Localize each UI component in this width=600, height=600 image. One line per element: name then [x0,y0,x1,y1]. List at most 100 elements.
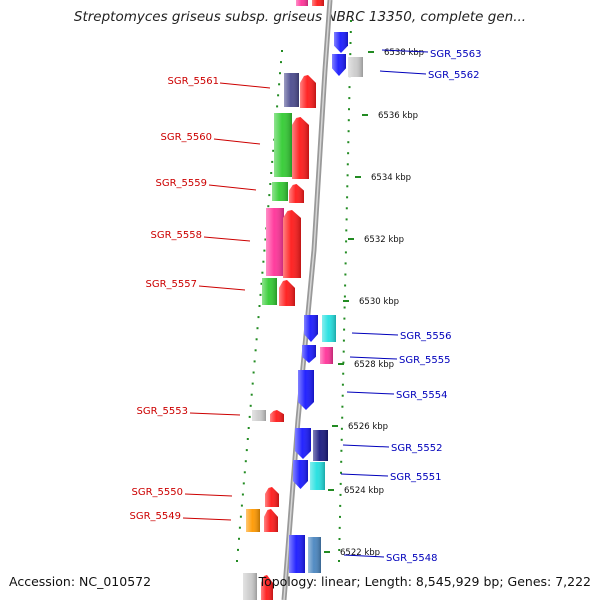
gene-label-sgr-5553[interactable]: SGR_5553 [137,406,241,417]
gene-name[interactable]: SGR_5561 [168,76,220,87]
gene-name[interactable]: SGR_5550 [132,487,184,498]
gene-box[interactable] [262,278,277,305]
gene-features[interactable] [243,0,363,600]
right-guide-dot [349,31,352,33]
gene-name[interactable]: SGR_5556 [400,331,452,342]
right-guide-dot [348,108,350,111]
gene-arrow-up[interactable] [292,117,309,179]
gene-box[interactable] [274,113,292,177]
gene-arrow-up[interactable] [289,184,304,203]
kbp-label: 6524 kbp [344,486,384,496]
gene-box[interactable] [310,462,325,490]
left-guide-dot [276,105,279,108]
gene-name[interactable]: SGR_5557 [146,279,198,290]
kbp-label: 6534 kbp [371,173,411,183]
kbp-label: 6538 kbp [384,48,424,58]
gene-name[interactable]: SGR_5560 [161,132,213,143]
gene-label-sgr-5552[interactable]: SGR_5552 [342,443,443,454]
left-guide-dot [237,548,239,551]
gene-box[interactable] [296,0,308,6]
right-guide-dot [349,53,352,56]
left-guide-dot [244,460,247,463]
gene-box[interactable] [312,0,324,6]
gene-arrow-down[interactable] [332,54,346,76]
right-guide-dot [348,86,351,89]
gene-label-sgr-5550[interactable]: SGR_5550 [132,487,233,498]
gene-name[interactable]: SGR_5549 [130,511,182,522]
gene-arrow-down[interactable] [293,460,308,489]
gene-box[interactable] [246,509,260,532]
left-guide-dot [263,249,266,252]
gene-arrow-down[interactable] [334,32,348,53]
gene-box[interactable] [243,573,257,600]
right-guide-dot [343,295,346,298]
gene-box[interactable] [322,315,336,342]
gene-arrow-up[interactable] [261,575,273,600]
gene-arrow-up[interactable] [265,487,279,507]
left-guide-dot [248,415,251,418]
gene-arrow-up[interactable] [300,75,316,108]
gene-arrow-down[interactable] [304,315,318,342]
gene-label-sgr-5562[interactable]: SGR_5562 [379,70,480,81]
left-guide-dot [264,238,267,241]
gene-label-sgr-5555[interactable]: SGR_5555 [349,355,451,366]
gene-label-sgr-5551[interactable]: SGR_5551 [340,472,442,483]
gene-arrow-down[interactable] [302,345,316,363]
right-guide-dot [342,361,345,364]
left-guide-dot [267,205,270,208]
gene-name[interactable]: SGR_5553 [137,406,189,417]
left-guide-dot [259,293,262,296]
gene-box[interactable] [266,208,284,276]
gene-arrow-down[interactable] [298,370,314,410]
right-guide-dot [341,416,344,419]
gene-box[interactable] [348,57,363,77]
gene-label-sgr-5549[interactable]: SGR_5549 [130,511,232,522]
gene-box[interactable] [308,537,321,573]
right-guide-dot [338,560,340,562]
kbp-label: 6536 kbp [378,111,418,121]
gene-label-sgr-5563[interactable]: SGR_5563 [381,49,482,60]
left-guide-dot [247,427,250,429]
kbp-label: 6530 kbp [359,297,399,307]
right-guide-dot [342,339,345,342]
left-guide-dot [277,94,280,97]
gene-name[interactable]: SGR_5554 [396,390,448,401]
kbp-label: 6528 kbp [354,360,394,370]
left-guide-dot [270,172,273,174]
gene-name[interactable]: SGR_5562 [428,70,480,81]
gene-label-sgr-5559[interactable]: SGR_5559 [156,178,257,191]
gene-label-sgr-5557[interactable]: SGR_5557 [146,279,246,291]
gene-label-sgr-5554[interactable]: SGR_5554 [346,390,448,401]
gene-name[interactable]: SGR_5548 [386,553,438,564]
gene-box[interactable] [272,182,288,201]
gene-label-sgr-5560[interactable]: SGR_5560 [161,132,261,145]
right-guide-dot [345,207,348,210]
gene-arrow-up[interactable] [264,509,278,532]
gene-label-sgr-5556[interactable]: SGR_5556 [351,331,452,342]
gene-box[interactable] [252,410,266,421]
gene-box[interactable] [320,347,333,364]
gene-arrow-up[interactable] [279,280,295,306]
right-guide-dot [349,42,352,44]
gene-arrow-up[interactable] [270,410,284,422]
gene-name[interactable]: SGR_5551 [390,472,442,483]
gene-name[interactable]: SGR_5555 [399,355,451,366]
gene-labels[interactable]: SGR_5561 SGR_5560 SGR_5559 SGR_5558 SGR_5557… [130,49,482,564]
gene-name[interactable]: SGR_5559 [156,178,208,189]
left-guide-dot [262,260,265,263]
gene-arrow-down[interactable] [295,428,311,459]
gene-label-sgr-5548[interactable]: SGR_5548 [343,553,438,564]
left-guide-dot [279,72,281,75]
gene-box[interactable] [284,73,299,107]
gene-box[interactable] [289,535,305,573]
gene-label-sgr-5561[interactable]: SGR_5561 [168,76,271,89]
gene-label-sgr-5558[interactable]: SGR_5558 [151,230,251,242]
gene-name[interactable]: SGR_5558 [151,230,203,241]
gene-name[interactable]: SGR_5563 [430,49,482,60]
gene-box[interactable] [313,430,328,461]
gene-name[interactable]: SGR_5552 [391,443,443,454]
kbp-scale: 6538 kbp 6536 kbp 6534 kbp 6532 kbp 6530 kbp… [324,48,424,558]
left-guide-dot [272,149,275,152]
gene-arrow-up[interactable] [283,210,301,278]
